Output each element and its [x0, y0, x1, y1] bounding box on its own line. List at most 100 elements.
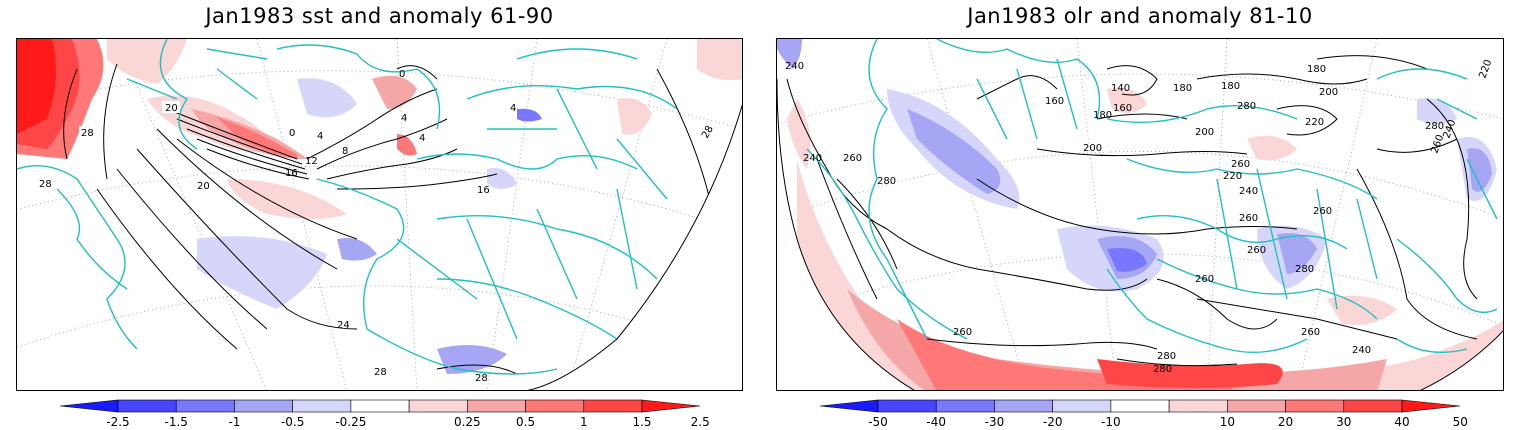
colorbar-cell — [117, 399, 177, 413]
left-panel-title: Jan1983 sst and anomaly 61-90 — [205, 4, 554, 28]
colorbar-tick-label: 1 — [580, 415, 588, 429]
colorbar-tick-label: -50 — [868, 415, 888, 429]
olr-anomaly-map: 240 140 160 180 160 180 180 180 200 220 … — [776, 38, 1504, 391]
contour-label: 8 — [342, 146, 348, 157]
colorbar-cell — [1168, 399, 1228, 413]
colorbar-tick-label: 50 — [1453, 415, 1468, 429]
contour-label: 260 — [1195, 274, 1214, 285]
contour-label: 24 — [337, 320, 350, 331]
contour-label: 260 — [953, 327, 972, 338]
colorbar-tick-label: -1.5 — [165, 415, 188, 429]
colorbar-cell — [1110, 399, 1170, 413]
colorbar-tick-label: -2.5 — [106, 415, 129, 429]
contour-label: 200 — [1319, 87, 1338, 98]
contour-label: 180 — [1093, 110, 1112, 121]
contour-label: 220 — [1305, 117, 1324, 128]
contour-label: 260 — [843, 153, 862, 164]
colorbar-tick-label: -20 — [1043, 415, 1063, 429]
coastlines — [806, 39, 1498, 354]
colorbar-cell — [350, 399, 410, 413]
colorbar-arrow-low — [819, 399, 879, 413]
colorbar-arrow-low — [59, 399, 119, 413]
colorbar-tick-label: -40 — [926, 415, 946, 429]
contour-label: 160 — [1045, 96, 1064, 107]
sst-colorbar: -2.5 -1.5 -1 -0.5 -0.25 0.25 0.5 1 1.5 2.5 — [59, 399, 710, 429]
contour-label: 280 — [1153, 364, 1172, 375]
contour-label: 200 — [1195, 127, 1214, 138]
contour-label: 28 — [81, 128, 94, 139]
colorbar-cell — [234, 399, 293, 413]
colorbar-cell — [583, 399, 643, 413]
olr-colorbar: -50 -40 -30 -20 -10 10 20 30 40 50 — [819, 399, 1468, 429]
contour-label: 180 — [1173, 83, 1192, 94]
contour-label: 28 — [475, 373, 488, 384]
contour-label: 180 — [1221, 81, 1240, 92]
olr-contours — [786, 55, 1478, 367]
colorbar-cell — [292, 399, 352, 413]
contour-label: 20 — [165, 103, 178, 114]
contour-label: 280 — [1295, 264, 1314, 275]
right-panel-title: Jan1983 olr and anomaly 81-10 — [967, 4, 1313, 28]
contour-label: 220 — [1477, 58, 1494, 80]
contour-label: 280 — [1237, 101, 1256, 112]
colorbar-cell — [525, 399, 585, 413]
olr-map-svg: 240 140 160 180 160 180 180 180 200 220 … — [777, 39, 1503, 390]
contour-label: 240 — [803, 153, 822, 164]
contour-label: 260 — [1239, 213, 1258, 224]
contour-label: 260 — [1247, 245, 1266, 256]
sst-contours — [63, 63, 718, 375]
colorbar-cell — [408, 399, 468, 413]
colorbar-cell — [877, 399, 937, 413]
colorbars: -2.5 -1.5 -1 -0.5 -0.25 0.25 0.5 1 1.5 2.5 -50 -40… — [59, 399, 1468, 429]
contour-label: 180 — [1307, 64, 1326, 75]
contour-label: 28 — [374, 367, 387, 378]
colorbar-tick-label: 30 — [1336, 415, 1351, 429]
coastlines — [17, 39, 678, 375]
contour-label: 4 — [401, 113, 407, 124]
colorbar-tick-label: 40 — [1394, 415, 1409, 429]
colorbar-tick-label: 2.5 — [691, 415, 710, 429]
contour-label: 280 — [1425, 121, 1444, 132]
colorbar-tick-label: -0.25 — [335, 415, 366, 429]
colorbar-cell — [935, 399, 995, 413]
colorbar-tick-label: -10 — [1101, 415, 1121, 429]
colorbar-tick-label: 0.5 — [516, 415, 535, 429]
contour-label: 200 — [1083, 143, 1102, 154]
colorbar-tick-label: -30 — [985, 415, 1005, 429]
colorbar-tick-label: 10 — [1220, 415, 1235, 429]
sst-map-svg: 20 28 28 20 0 4 4 4 8 12 16 16 0 4 24 28… — [17, 39, 742, 390]
contour-label: 220 — [1223, 171, 1242, 182]
contour-label: 0 — [399, 69, 405, 80]
contour-label: 260 — [1301, 327, 1320, 338]
contour-label: 140 — [1111, 83, 1130, 94]
colorbar-arrow-high — [641, 399, 701, 413]
contour-label: 280 — [877, 176, 896, 187]
colorbar-cell — [1285, 399, 1345, 413]
colorbar-tick-label: 1.5 — [632, 415, 651, 429]
map-boundary — [777, 78, 1503, 390]
contour-label: 20 — [197, 181, 210, 192]
colorbar-arrow-high — [1401, 399, 1461, 413]
colorbar-tick-label: 0.25 — [454, 415, 481, 429]
colorbar-tick-label: -1 — [228, 415, 240, 429]
contour-label: 28 — [700, 124, 716, 141]
colorbar-cell — [1052, 399, 1112, 413]
colorbar-cell — [175, 399, 235, 413]
contour-label: 240 — [1352, 345, 1371, 356]
contour-label: 4 — [419, 133, 425, 144]
colorbar-cell — [1343, 399, 1403, 413]
sst-anomaly-map: 20 28 28 20 0 4 4 4 8 12 16 16 0 4 24 28… — [16, 38, 743, 391]
colorbar-cell — [994, 399, 1053, 413]
contour-label: 16 — [285, 168, 298, 179]
contour-label: 240 — [785, 61, 804, 72]
contour-label: 16 — [477, 185, 490, 196]
contour-label: 28 — [39, 179, 52, 190]
contour-label: 240 — [1239, 186, 1258, 197]
contour-label: 0 — [289, 128, 295, 139]
map-boundary — [526, 103, 742, 390]
contour-label: 12 — [305, 156, 318, 167]
contour-label: 260 — [1231, 159, 1250, 170]
colorbar-tick-label: -0.5 — [281, 415, 304, 429]
contour-label: 280 — [1157, 351, 1176, 362]
contour-label: 260 — [1313, 206, 1332, 217]
